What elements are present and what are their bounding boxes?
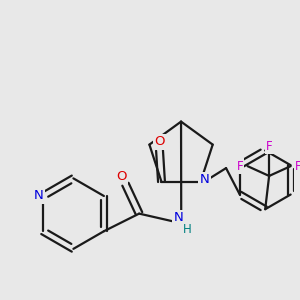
Text: F: F (266, 140, 272, 153)
Text: F: F (295, 160, 300, 173)
Text: O: O (154, 135, 165, 148)
Text: N: N (34, 190, 44, 202)
Text: N: N (200, 173, 209, 186)
Text: F: F (236, 160, 243, 173)
Text: H: H (183, 223, 191, 236)
Text: N: N (173, 211, 183, 224)
Text: O: O (116, 170, 127, 183)
